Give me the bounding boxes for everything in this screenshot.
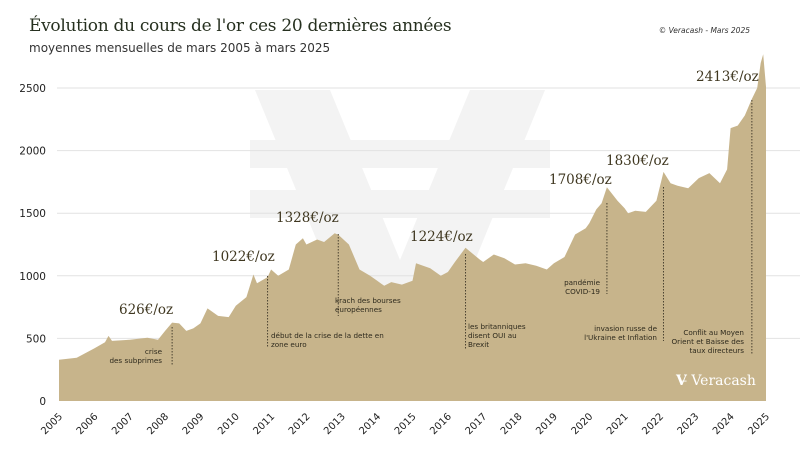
annotation-2016: les britanniques disent OUI au Brexit	[468, 322, 526, 350]
annotation-line: les britanniques	[468, 322, 526, 331]
x-tick-label: 2019	[534, 411, 560, 437]
credit-text: © Veracash - Mars 2025	[658, 26, 750, 35]
x-tick-label: 2010	[216, 411, 242, 437]
price-label-2012: 1328€/oz	[276, 210, 339, 226]
annotation-line: Conflit au Moyen	[683, 328, 744, 337]
y-tick-label: 1500	[19, 208, 46, 220]
annotation-2024: Conflit au Moyen Orient et Baisse des ta…	[672, 328, 744, 356]
x-tick-label: 2017	[464, 411, 490, 437]
x-tick-label: 2021	[605, 411, 631, 437]
annotation-line: taux directeurs	[689, 346, 744, 356]
price-label-2008: 626€/oz	[119, 302, 174, 318]
x-tick-label: 2008	[145, 411, 171, 437]
annotation-line: des subprimes	[109, 356, 162, 366]
chart-title: Évolution du cours de l'or ces 20 derniè…	[29, 16, 452, 36]
x-tick-label: 2009	[181, 411, 207, 437]
annotation-line: disent OUI au	[468, 331, 517, 341]
annotation-line: krach des bourses	[335, 296, 401, 305]
x-tick-label: 2005	[39, 411, 65, 437]
x-tick-label: 2015	[393, 411, 419, 437]
price-label-2024: 2413€/oz	[696, 69, 759, 85]
y-tick-label: 0	[39, 396, 46, 408]
x-tick-label: 2013	[322, 411, 348, 437]
x-tick-label: 2018	[499, 411, 525, 437]
y-tick-label: 1000	[19, 271, 46, 283]
annotation-2020: pandémie COVID-19	[564, 278, 600, 296]
annotation-2008: crise des subprimes	[109, 347, 162, 365]
y-tick-label: 500	[26, 333, 46, 345]
x-tick-label: 2022	[640, 411, 666, 437]
y-tick-label: 2500	[19, 83, 46, 95]
annotation-line: pandémie	[564, 278, 600, 287]
annotation-line: l'Ukraine et Inflation	[584, 333, 657, 343]
price-label-2022: 1830€/oz	[606, 153, 669, 169]
logo-text: Veracash	[691, 373, 756, 389]
x-tick-label: 2023	[676, 411, 702, 437]
annotation-line: COVID-19	[565, 287, 600, 297]
annotation-line: Orient et Baisse des	[671, 337, 744, 347]
x-tick-label: 2011	[251, 411, 277, 437]
x-tick-label: 2006	[75, 411, 101, 437]
price-label-2020: 1708€/oz	[549, 172, 612, 188]
price-label-2011: 1022€/oz	[212, 249, 275, 265]
annotation-2012: krach des bourses européennes	[335, 296, 401, 314]
veracash-logo: V̵ Veracash	[676, 373, 756, 389]
annotation-2022: invasion russe de l'Ukraine et Inflation	[584, 324, 657, 342]
x-tick-label: 2024	[711, 411, 737, 437]
y-tick-label: 2000	[19, 146, 46, 158]
veracash-v-icon: V̵	[676, 373, 687, 389]
price-area	[59, 54, 766, 401]
annotation-line: crise	[144, 347, 162, 356]
annotation-line: début de la crise de la dette en	[271, 331, 384, 340]
annotation-line: Brexit	[468, 340, 490, 350]
annotation-2011: début de la crise de la dette en zone eu…	[271, 331, 384, 349]
annotation-line: invasion russe de	[594, 324, 657, 333]
chart-subtitle: moyennes mensuelles de mars 2005 à mars …	[29, 41, 331, 55]
x-tick-label: 2020	[570, 411, 596, 437]
x-tick-label: 2007	[110, 411, 136, 437]
x-tick-label: 2025	[746, 411, 772, 437]
price-label-2016: 1224€/oz	[410, 229, 473, 245]
annotation-line: européennes	[335, 305, 382, 315]
x-tick-label: 2016	[428, 411, 454, 437]
x-tick-label: 2012	[287, 411, 313, 437]
x-tick-label: 2014	[357, 411, 383, 437]
annotation-line: zone euro	[271, 340, 307, 350]
